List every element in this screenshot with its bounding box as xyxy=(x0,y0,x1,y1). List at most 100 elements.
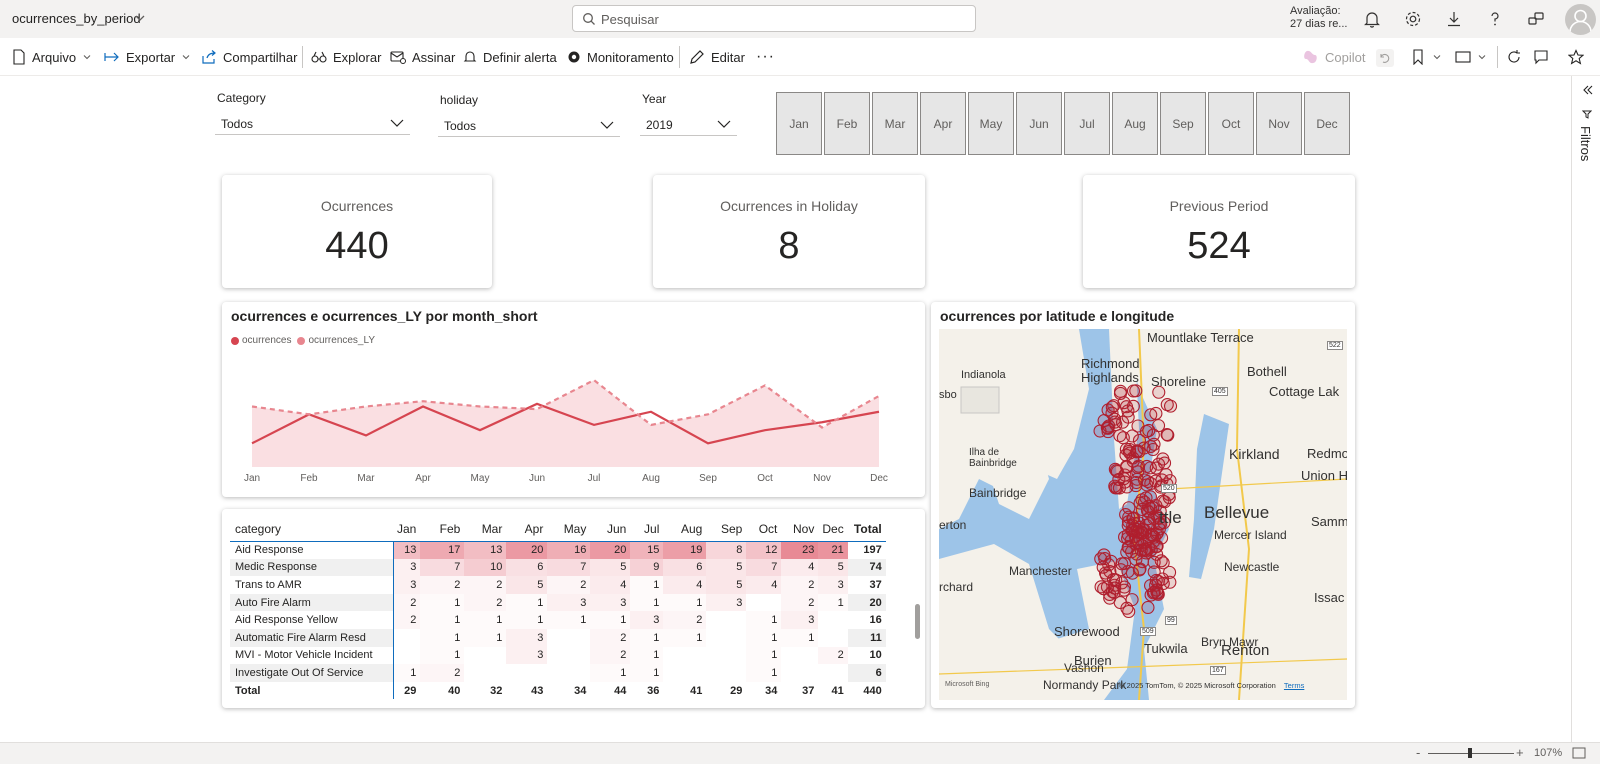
matrix-row-total[interactable]: 10 xyxy=(869,649,882,662)
matrix-cell[interactable]: 1 xyxy=(590,664,631,682)
map-marker[interactable] xyxy=(1137,441,1151,455)
matrix-total-cell[interactable]: 34 xyxy=(574,684,587,697)
matrix-cell[interactable]: 5 xyxy=(706,558,747,577)
bookmark-icon[interactable] xyxy=(1411,49,1425,65)
map-marker[interactable] xyxy=(1129,475,1143,490)
matrix-total-cell[interactable]: 29 xyxy=(730,684,743,697)
matrix-row-total[interactable]: 20 xyxy=(847,593,886,612)
map-marker[interactable] xyxy=(1139,424,1153,439)
matrix-cell[interactable]: 20 xyxy=(590,541,631,559)
matrix-total-row[interactable]: Total 29 40 32 43 34 44 36 41 29 34 37 41 440 xyxy=(230,681,886,700)
matrix-cell[interactable]: 1 xyxy=(420,611,465,629)
matrix-total-cell[interactable]: 41 xyxy=(690,684,703,697)
matrix-row-total[interactable]: 11 xyxy=(847,628,886,647)
map-marker[interactable] xyxy=(1131,459,1146,473)
matrix-cell[interactable]: 2 xyxy=(547,576,591,594)
report-title[interactable]: ocurrences_by_period xyxy=(12,11,141,26)
map-marker[interactable] xyxy=(1159,468,1173,482)
matrix-cell[interactable]: 3 xyxy=(547,593,591,612)
matrix-cell[interactable]: 4 xyxy=(746,576,782,594)
map-marker[interactable] xyxy=(1161,428,1175,442)
matrix-cell[interactable]: 2 xyxy=(464,593,507,612)
matrix-cell[interactable] xyxy=(547,629,590,647)
matrix-total-cell[interactable]: 44 xyxy=(614,684,627,697)
matrix-cell[interactable]: 1 xyxy=(420,628,465,647)
matrix-header-month[interactable]: Mar xyxy=(464,517,507,542)
gear-icon[interactable] xyxy=(1403,9,1423,29)
bell-icon[interactable] xyxy=(1362,9,1382,29)
matrix-cell[interactable]: 1 xyxy=(547,611,591,629)
matrix-cell[interactable]: 3 xyxy=(818,576,848,594)
filters-pane[interactable] xyxy=(1571,76,1600,742)
matrix-header-month[interactable]: Jan xyxy=(393,517,421,542)
matrix-cell[interactable]: 9 xyxy=(630,558,664,577)
map-marker[interactable] xyxy=(1107,399,1121,413)
matrix-cell[interactable]: 7 xyxy=(420,558,465,577)
table-row[interactable]: Auto Fire Alarm 2 1 2 1 3 3 1 1 3 2 1 20 xyxy=(230,593,886,612)
matrix-cell[interactable]: 1 xyxy=(818,593,848,612)
kpi-card-ocurrences-in-holiday[interactable]: Ocurrences in Holiday 8 xyxy=(653,175,925,288)
matrix-cell[interactable] xyxy=(393,647,420,665)
matrix-row-category[interactable]: Automatic Fire Alarm Resd xyxy=(230,628,394,647)
matrix-cell[interactable]: 2 xyxy=(393,593,421,612)
matrix-total-cell[interactable]: 43 xyxy=(531,684,544,697)
matrix-cell[interactable] xyxy=(663,647,706,665)
matrix-cell[interactable]: 2 xyxy=(781,576,819,594)
map-marker[interactable] xyxy=(1114,563,1128,577)
compartilhar-button[interactable]: Compartilhar xyxy=(201,48,297,66)
matrix-row-total[interactable]: 74 xyxy=(847,558,886,577)
undo-icon[interactable] xyxy=(1376,49,1394,67)
kpi-card-previous-period[interactable]: Previous Period 524 xyxy=(1083,175,1355,288)
chevron-down-icon[interactable] xyxy=(1432,52,1442,62)
map-marker[interactable] xyxy=(1126,399,1140,413)
share-feedback-icon[interactable] xyxy=(1526,9,1546,29)
matrix-header-month[interactable]: Oct xyxy=(746,517,782,542)
filters-pane-label[interactable]: Filtros xyxy=(1578,126,1593,162)
zoom-out-button[interactable]: - xyxy=(1416,745,1421,760)
matrix-cell[interactable]: 1 xyxy=(663,593,707,612)
matrix-cell[interactable]: 7 xyxy=(746,558,782,577)
map-marker[interactable] xyxy=(1141,600,1155,615)
copilot-button[interactable]: Copilot xyxy=(1303,48,1365,66)
table-row[interactable]: Investigate Out Of Service 1 2 1 1 1 6 xyxy=(230,664,886,682)
matrix-total-cell[interactable]: 32 xyxy=(490,684,503,697)
matrix-cell[interactable]: 5 xyxy=(818,558,848,577)
matrix-cell[interactable]: 1 xyxy=(663,628,707,647)
map-base[interactable] xyxy=(939,329,1347,700)
matrix-cell[interactable]: 2 xyxy=(590,646,631,665)
matrix-cell[interactable] xyxy=(393,629,420,647)
matrix-row-category[interactable]: Aid Response Yellow xyxy=(230,611,394,629)
matrix-cell[interactable]: 5 xyxy=(506,576,548,594)
month-button-nov[interactable]: Nov xyxy=(1256,92,1302,155)
month-button-may[interactable]: May xyxy=(968,92,1014,155)
matrix-cell[interactable] xyxy=(464,647,506,665)
matrix-cell[interactable]: 2 xyxy=(590,628,631,647)
matrix-cell[interactable]: 3 xyxy=(781,611,819,629)
matrix-header-month[interactable]: Sep xyxy=(706,517,747,542)
matrix-cell[interactable]: 2 xyxy=(464,576,507,594)
matrix-total-cell[interactable]: 40 xyxy=(448,684,461,697)
matrix-cell[interactable]: 4 xyxy=(781,558,819,577)
matrix-row-category[interactable]: Aid Response xyxy=(230,541,394,559)
matrix-cell[interactable]: 13 xyxy=(393,541,421,559)
month-button-jul[interactable]: Jul xyxy=(1064,92,1110,155)
matrix-cell[interactable]: 3 xyxy=(706,593,747,612)
map-marker[interactable] xyxy=(1099,568,1113,582)
matrix-cell[interactable]: 5 xyxy=(590,558,631,577)
matrix-cell[interactable]: 1 xyxy=(746,664,782,682)
month-button-apr[interactable]: Apr xyxy=(920,92,966,155)
matrix-header-month[interactable]: May xyxy=(547,517,591,542)
matrix-cell[interactable]: 3 xyxy=(506,646,548,665)
map-visual[interactable]: ocurrences por latitude e longitude xyxy=(931,302,1355,708)
map-marker[interactable] xyxy=(1126,384,1141,398)
map-marker[interactable] xyxy=(1163,565,1177,579)
matrix-row-total[interactable]: 197 xyxy=(863,544,882,557)
kpi-card-ocurrences[interactable]: Ocurrences 440 xyxy=(222,175,492,288)
refresh-icon[interactable] xyxy=(1506,49,1522,65)
matrix-cell[interactable]: 1 xyxy=(420,593,465,612)
chevrons-left-icon[interactable] xyxy=(1581,84,1593,96)
matrix-cell[interactable] xyxy=(818,664,847,682)
matrix-cell[interactable]: 1 xyxy=(506,611,548,629)
map-marker[interactable] xyxy=(1160,427,1174,442)
map-marker[interactable] xyxy=(1104,554,1118,568)
